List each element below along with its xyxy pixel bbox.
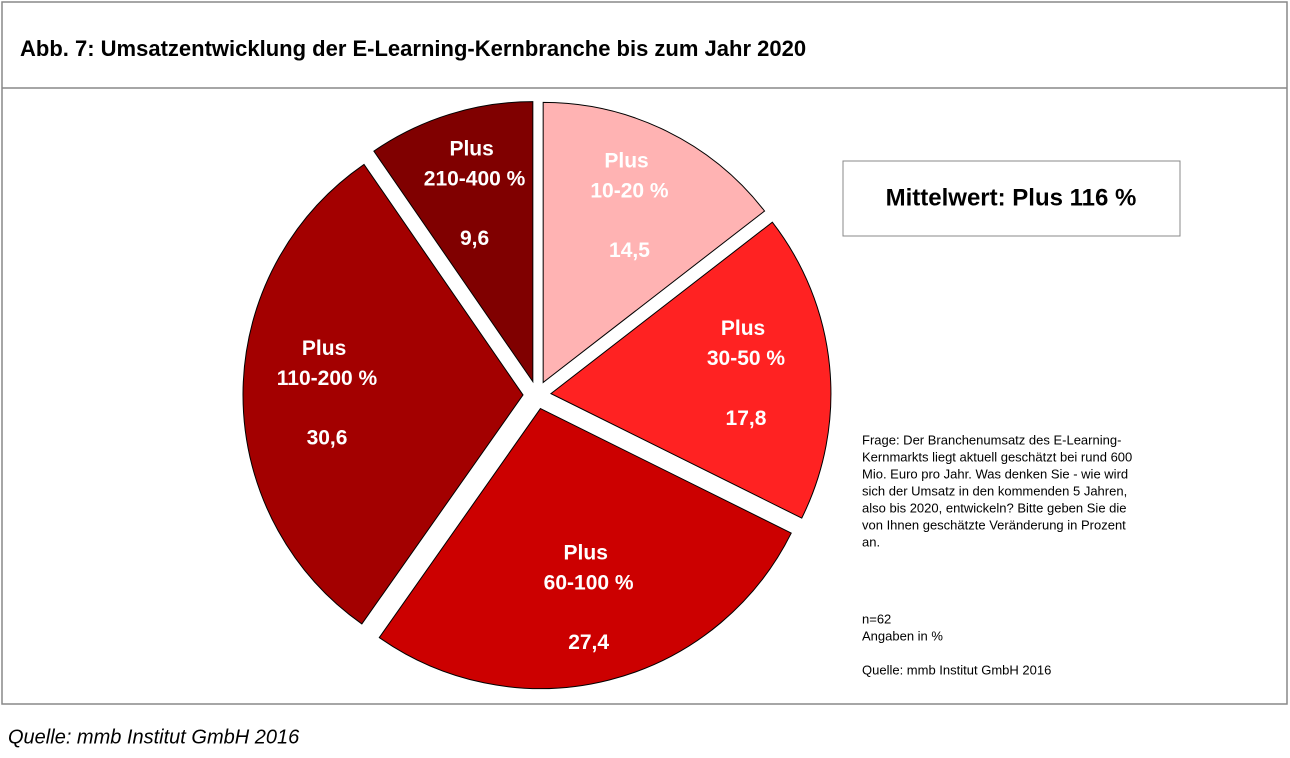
data-label: 9,6	[460, 227, 489, 250]
slice-category: Plus 30-50 %	[707, 317, 786, 370]
sample-note: n=62	[862, 611, 891, 626]
category-line: Plus	[564, 541, 614, 564]
note-line: sich der Umsatz in den kommenden 5 Jahre…	[862, 483, 1127, 498]
slice-category: Plus 60-100 %	[544, 541, 634, 594]
pie-slice	[373, 101, 534, 384]
annotation: Mittelwert: Plus 116 %	[886, 184, 1137, 211]
pie-slice	[378, 407, 792, 689]
note-line: Kernmarkts liegt aktuell geschätzt bei r…	[862, 449, 1132, 464]
category-line: 110-200 %	[277, 367, 378, 390]
category-line: Plus	[302, 337, 352, 360]
data-label: 30,6	[307, 427, 348, 450]
note-line: von Ihnen geschätzte Veränderung in Proz…	[862, 517, 1126, 532]
note-line: also bis 2020, entwickeln? Bitte geben S…	[862, 500, 1127, 515]
note-line: Frage: Der Branchenumsatz des E-Learning…	[862, 432, 1121, 447]
category-line: 10-20 %	[590, 179, 669, 202]
chart-title: Abb. 7: Umsatzentwicklung der E-Learning…	[20, 36, 806, 61]
category-line: 30-50 %	[707, 347, 786, 370]
category-line: Plus	[721, 317, 771, 340]
category-line: 60-100 %	[544, 571, 634, 594]
pie-slice	[549, 221, 832, 519]
slice-category: Plus 210-400 %	[424, 137, 526, 190]
annotation-box	[842, 160, 1181, 237]
unit-note: Angaben in %	[862, 628, 943, 643]
inner-source: Quelle: mmb Institut GmbH 2016	[862, 662, 1051, 677]
category-line: Plus	[604, 149, 654, 172]
slice-category: Plus 10-20 %	[590, 149, 669, 202]
data-label: 14,5	[609, 239, 650, 262]
slice-category: Plus 110-200 %	[277, 337, 378, 390]
note-line: Mio. Euro pro Jahr. Was denken Sie - wie…	[862, 466, 1128, 481]
category-line: 210-400 %	[424, 167, 526, 190]
category-line: Plus	[449, 137, 499, 160]
data-label: 27,4	[568, 631, 609, 654]
note-line: an.	[862, 534, 880, 549]
pie-slice	[542, 101, 766, 384]
data-label: 17,8	[726, 407, 767, 430]
source: Quelle: mmb Institut GmbH 2016	[8, 726, 300, 748]
pie-slice	[242, 163, 524, 625]
